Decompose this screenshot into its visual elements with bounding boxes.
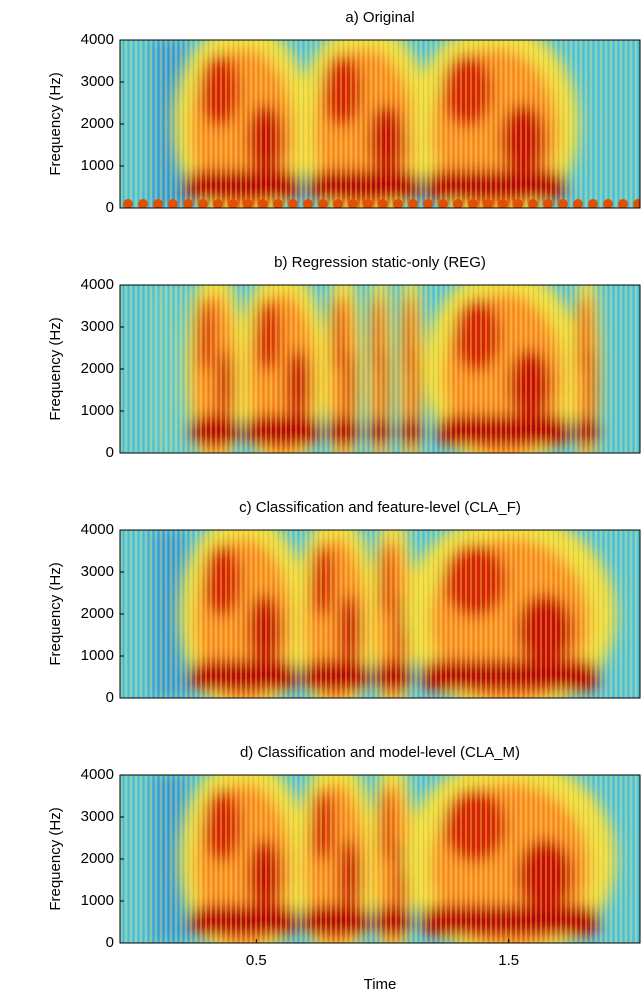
y-tick-label: 3000 — [81, 563, 114, 580]
pitch-dot — [483, 199, 493, 208]
y-tick-label: 0 — [106, 934, 114, 951]
pitch-dot — [423, 199, 433, 208]
pitch-dot — [213, 199, 223, 208]
y-tick-label: 3000 — [81, 73, 114, 90]
pitch-dot — [633, 199, 640, 208]
spectrogram-image — [120, 530, 640, 698]
y-tick-label: 1000 — [81, 402, 114, 419]
stripes — [120, 530, 640, 698]
x-axis-label: Time — [364, 976, 397, 993]
panel-title: c) Classification and feature-level (CLA… — [239, 499, 521, 516]
pitch-dot — [198, 199, 208, 208]
pitch-dot — [393, 199, 403, 208]
panel-title: d) Classification and model-level (CLA_M… — [240, 744, 520, 761]
y-tick-label: 2000 — [81, 360, 114, 377]
stripes — [120, 775, 640, 943]
y-tick-label: 1000 — [81, 892, 114, 909]
spectrogram: b) Regression static-only (REG) 0 1000 2000… — [47, 254, 641, 461]
pitch-dot — [543, 199, 553, 208]
pitch-dot — [183, 199, 193, 208]
y-tick-label: 1000 — [81, 647, 114, 664]
pitch-dot — [438, 199, 448, 208]
pitch-dot — [558, 199, 568, 208]
y-tick-label: 3000 — [81, 318, 114, 335]
pitch-dot — [348, 199, 358, 208]
y-axis-label: Frequency (Hz) — [47, 72, 64, 175]
y-tick-label: 4000 — [81, 766, 114, 783]
pitch-dot — [588, 199, 598, 208]
y-tick-label: 2000 — [81, 605, 114, 622]
pitch-dot — [378, 199, 388, 208]
y-tick-label: 4000 — [81, 276, 114, 293]
pitch-dot — [363, 199, 373, 208]
pitch-dot — [573, 199, 583, 208]
y-axis-label: Frequency (Hz) — [47, 807, 64, 910]
y-tick-label: 4000 — [81, 521, 114, 538]
pitch-dot — [408, 199, 418, 208]
y-tick-label: 2000 — [81, 850, 114, 867]
y-tick-label: 0 — [106, 689, 114, 706]
stripes — [120, 40, 640, 208]
pitch-dot — [138, 199, 148, 208]
pitch-dot — [468, 199, 478, 208]
spectrogram: c) Classification and feature-level (CLA… — [47, 499, 641, 706]
y-tick-label: 0 — [106, 444, 114, 461]
y-tick-label: 2000 — [81, 115, 114, 132]
spectrogram-image — [120, 285, 640, 453]
pitch-dot — [153, 199, 163, 208]
pitch-dot — [258, 199, 268, 208]
y-tick-label: 0 — [106, 199, 114, 216]
y-tick-label: 1000 — [81, 157, 114, 174]
stripes — [120, 285, 640, 453]
pitch-dot — [243, 199, 253, 208]
pitch-dot — [273, 199, 283, 208]
pitch-dot — [618, 199, 628, 208]
pitch-dot — [333, 199, 343, 208]
spectrogram: a) Original 0 1000 2000 3000 4000 Frequency (H… — [47, 9, 641, 216]
x-tick-label: 0.5 — [246, 952, 267, 969]
pitch-dot — [168, 199, 178, 208]
pitch-dot — [303, 199, 313, 208]
pitch-dot — [318, 199, 328, 208]
y-tick-label: 3000 — [81, 808, 114, 825]
pitch-dot — [528, 199, 538, 208]
panel-title: b) Regression static-only (REG) — [274, 254, 486, 271]
pitch-dot — [453, 199, 463, 208]
pitch-dot — [123, 199, 133, 208]
pitch-dot — [498, 199, 508, 208]
spectrogram-image — [120, 40, 640, 208]
spectrogram-image — [120, 775, 640, 943]
spectrogram: d) Classification and model-level (CLA_M… — [47, 744, 641, 993]
y-axis-label: Frequency (Hz) — [47, 562, 64, 665]
pitch-dot — [288, 199, 298, 208]
y-axis-label: Frequency (Hz) — [47, 317, 64, 420]
y-tick-label: 4000 — [81, 31, 114, 48]
pitch-dot — [603, 199, 613, 208]
pitch-dot — [228, 199, 238, 208]
panel-title: a) Original — [345, 9, 414, 26]
pitch-dot — [513, 199, 523, 208]
x-tick-label: 1.5 — [498, 952, 519, 969]
